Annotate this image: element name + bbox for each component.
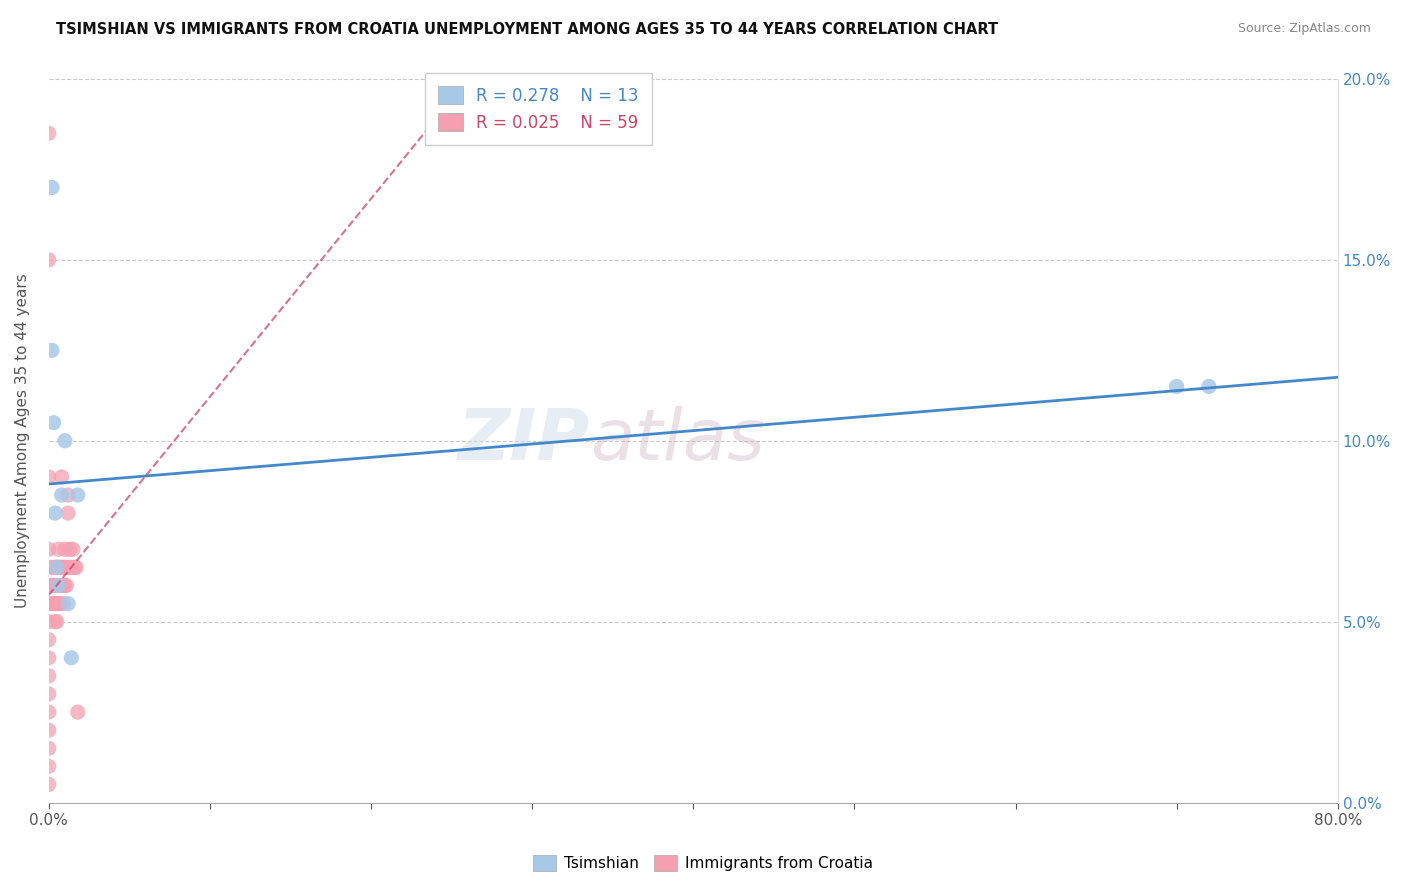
Point [1198,379,1220,393]
Text: atlas: atlas [591,406,765,475]
Point [44,597,66,611]
Point [51,560,73,574]
Point [38,252,60,267]
Point [53,434,76,448]
Point [42,578,65,592]
Point [66,488,89,502]
Legend: Tsimshian, Immigrants from Croatia: Tsimshian, Immigrants from Croatia [527,849,879,877]
Text: Source: ZipAtlas.com: Source: ZipAtlas.com [1237,22,1371,36]
Point [42,597,65,611]
Point [38,669,60,683]
Point [41,597,63,611]
Point [55,578,77,592]
Point [53,578,76,592]
Point [38,741,60,756]
Point [45,560,67,574]
Y-axis label: Unemployment Among Ages 35 to 44 years: Unemployment Among Ages 35 to 44 years [15,273,30,608]
Point [52,560,75,574]
Point [56,488,79,502]
Point [45,560,67,574]
Point [41,578,63,592]
Point [49,597,72,611]
Point [41,343,63,358]
Point [49,560,72,574]
Point [38,126,60,140]
Point [56,597,79,611]
Point [45,578,67,592]
Point [38,650,60,665]
Point [52,578,75,592]
Point [38,777,60,791]
Point [65,560,87,574]
Point [51,470,73,484]
Point [48,578,70,592]
Point [66,705,89,719]
Point [38,687,60,701]
Point [51,578,73,592]
Point [45,560,67,574]
Point [55,560,77,574]
Point [44,506,66,520]
Point [38,632,60,647]
Point [42,416,65,430]
Point [44,560,66,574]
Point [42,560,65,574]
Point [59,542,82,557]
Text: TSIMSHIAN VS IMMIGRANTS FROM CROATIA UNEMPLOYMENT AMONG AGES 35 TO 44 YEARS CORR: TSIMSHIAN VS IMMIGRANTS FROM CROATIA UNE… [56,22,998,37]
Point [52,597,75,611]
Point [52,560,75,574]
Point [38,615,60,629]
Point [51,488,73,502]
Point [56,506,79,520]
Point [62,542,84,557]
Point [63,560,86,574]
Point [45,597,67,611]
Point [48,578,70,592]
Point [44,615,66,629]
Point [53,560,76,574]
Point [38,470,60,484]
Point [53,542,76,557]
Point [38,597,60,611]
Point [48,597,70,611]
Point [48,560,70,574]
Point [38,560,60,574]
Point [38,723,60,738]
Point [38,578,60,592]
Point [1166,379,1188,393]
Point [49,578,72,592]
Point [44,578,66,592]
Point [38,542,60,557]
Point [48,542,70,557]
Legend: R = 0.278    N = 13, R = 0.025    N = 59: R = 0.278 N = 13, R = 0.025 N = 59 [425,73,652,145]
Point [60,560,83,574]
Point [41,180,63,194]
Point [38,705,60,719]
Point [60,650,83,665]
Text: ZIP: ZIP [458,406,591,475]
Point [59,560,82,574]
Point [38,759,60,773]
Point [45,615,67,629]
